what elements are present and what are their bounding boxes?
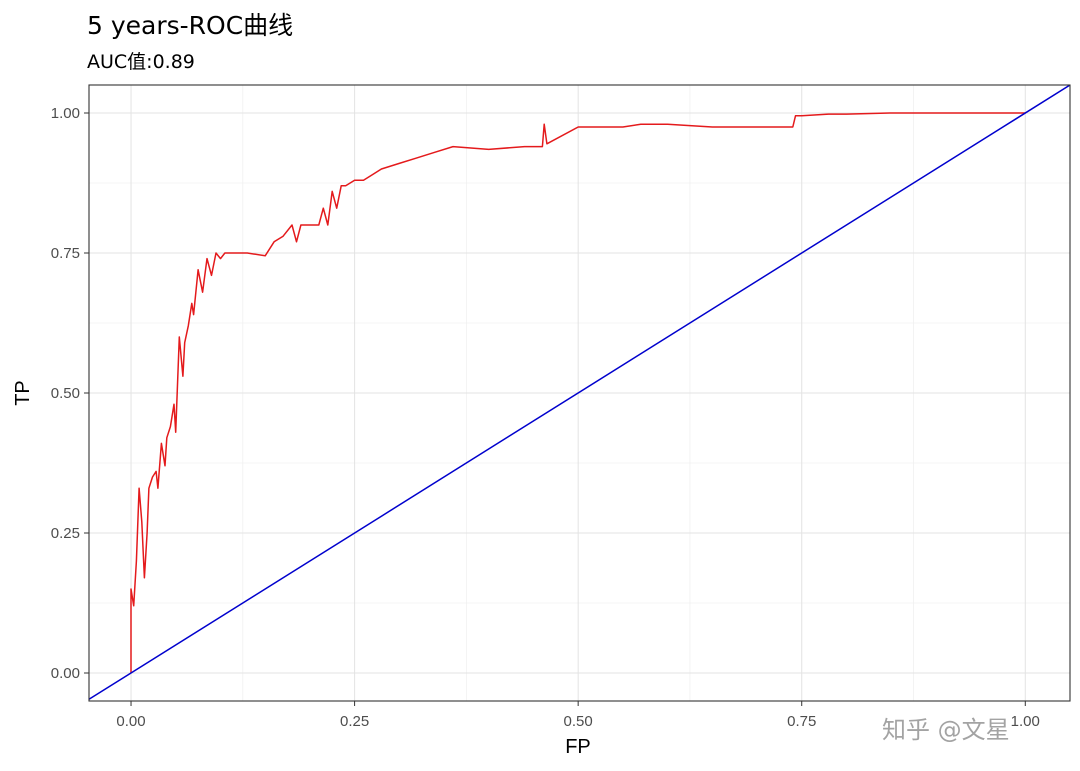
- roc-curve-line: [130, 112, 1026, 673]
- y-tick-label: 0.75: [51, 245, 80, 262]
- x-tick-label: 1.00: [1011, 713, 1040, 730]
- x-tick-label: 0.00: [116, 713, 145, 730]
- watermark: 知乎 @文星: [882, 716, 1010, 744]
- y-tick-label: 1.00: [51, 105, 80, 122]
- series-layer: [89, 85, 1070, 700]
- chart-title: 5 years-ROC曲线: [87, 11, 294, 40]
- y-tick-label: 0.50: [51, 385, 80, 402]
- ticks-layer: 0.00 0.25 0.50 0.75 1.00 0.00 0.25 0.50 0.75 1.00: [51, 105, 1040, 730]
- y-axis-title: TP: [12, 380, 34, 406]
- x-tick-label: 0.50: [564, 713, 593, 730]
- y-tick-label: 0.25: [51, 525, 80, 542]
- x-tick-label: 0.25: [340, 713, 369, 730]
- reference-diagonal-line: [89, 85, 1070, 700]
- x-tick-label: 0.75: [787, 713, 816, 730]
- x-axis-title: FP: [565, 736, 591, 758]
- chart-subtitle: AUC值:0.89: [87, 51, 195, 73]
- y-tick-label: 0.00: [51, 665, 80, 682]
